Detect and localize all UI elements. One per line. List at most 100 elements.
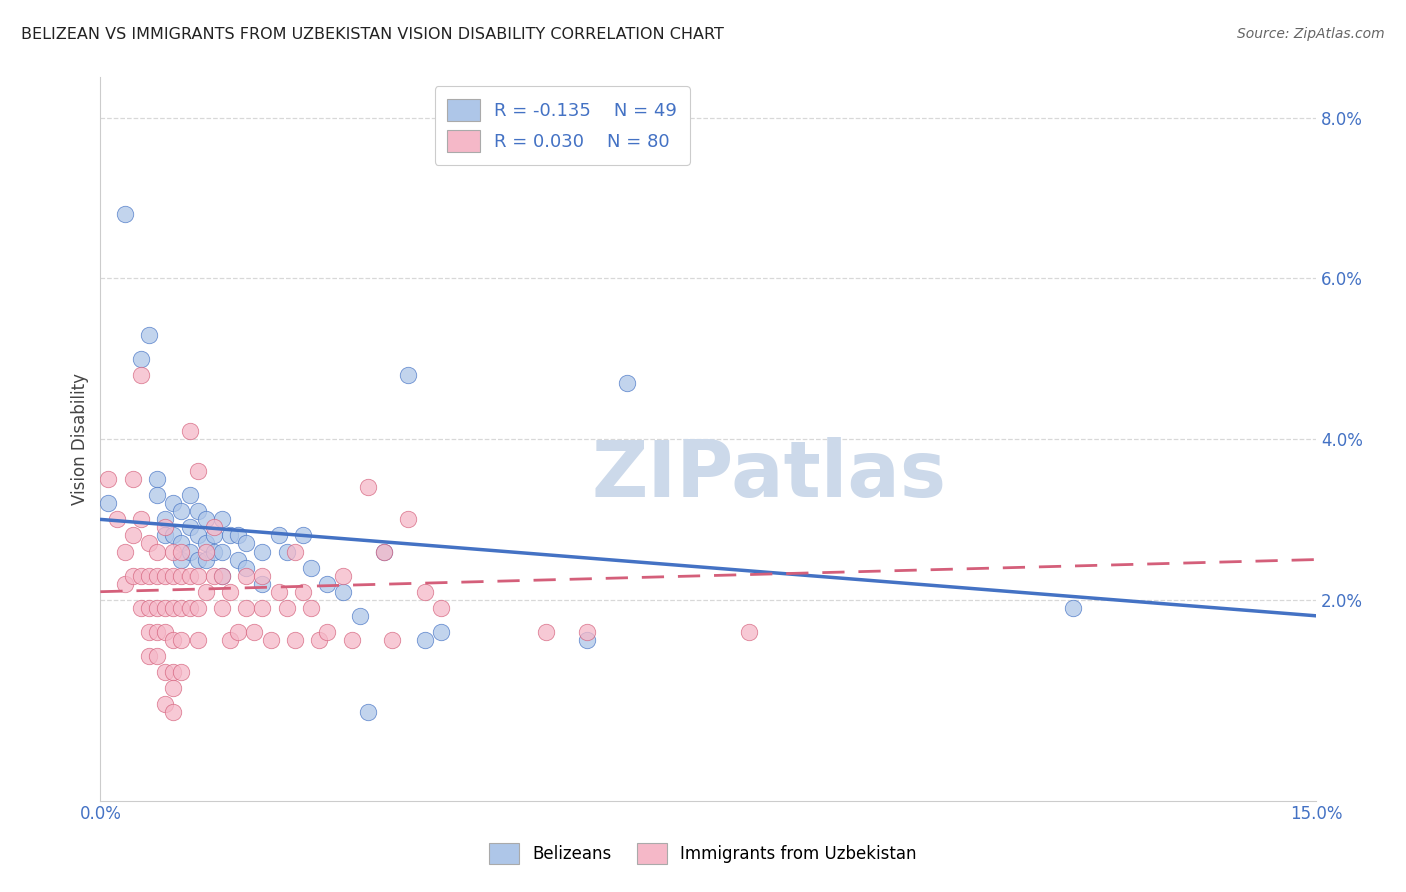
Point <box>105 512 128 526</box>
Y-axis label: Vision Disability: Vision Disability <box>72 373 89 505</box>
Point <box>187 504 209 518</box>
Point <box>357 705 380 719</box>
Point <box>162 681 184 695</box>
Point <box>146 648 169 663</box>
Point <box>235 560 257 574</box>
Point <box>219 632 242 647</box>
Text: ZIPatlas: ZIPatlas <box>592 437 946 513</box>
Point <box>349 608 371 623</box>
Point <box>211 600 233 615</box>
Point <box>121 528 143 542</box>
Point <box>146 544 169 558</box>
Point <box>373 544 395 558</box>
Point <box>202 568 225 582</box>
Point <box>187 600 209 615</box>
Point <box>340 632 363 647</box>
Point <box>534 624 557 639</box>
Point <box>291 584 314 599</box>
Point <box>332 584 354 599</box>
Point <box>194 584 217 599</box>
Point <box>179 488 201 502</box>
Point <box>219 584 242 599</box>
Point <box>114 576 136 591</box>
Point <box>291 528 314 542</box>
Point <box>153 624 176 639</box>
Point <box>170 544 193 558</box>
Point <box>284 632 307 647</box>
Point <box>121 472 143 486</box>
Point <box>243 624 266 639</box>
Point <box>153 512 176 526</box>
Point <box>226 528 249 542</box>
Point <box>235 568 257 582</box>
Point <box>129 368 152 382</box>
Point <box>211 544 233 558</box>
Point <box>332 568 354 582</box>
Point <box>162 528 184 542</box>
Point <box>575 624 598 639</box>
Point <box>316 576 339 591</box>
Point <box>129 600 152 615</box>
Point <box>153 528 176 542</box>
Point <box>162 665 184 679</box>
Point <box>146 624 169 639</box>
Point <box>219 528 242 542</box>
Point <box>738 624 761 639</box>
Point <box>129 351 152 366</box>
Point <box>357 480 380 494</box>
Point <box>252 576 274 591</box>
Point <box>162 705 184 719</box>
Point <box>179 424 201 438</box>
Point <box>429 624 451 639</box>
Point <box>162 600 184 615</box>
Point <box>129 568 152 582</box>
Point <box>202 544 225 558</box>
Point <box>170 536 193 550</box>
Point <box>179 544 201 558</box>
Point <box>187 464 209 478</box>
Point <box>373 544 395 558</box>
Point <box>252 568 274 582</box>
Point <box>138 624 160 639</box>
Point <box>194 512 217 526</box>
Point <box>235 600 257 615</box>
Point <box>413 632 436 647</box>
Point <box>299 600 322 615</box>
Point <box>153 697 176 711</box>
Point <box>267 528 290 542</box>
Point <box>170 600 193 615</box>
Point <box>308 632 330 647</box>
Point <box>575 632 598 647</box>
Point <box>179 600 201 615</box>
Point <box>162 496 184 510</box>
Point <box>179 568 201 582</box>
Point <box>616 376 638 390</box>
Point <box>146 472 169 486</box>
Point <box>121 568 143 582</box>
Point <box>170 504 193 518</box>
Text: Source: ZipAtlas.com: Source: ZipAtlas.com <box>1237 27 1385 41</box>
Point <box>276 544 298 558</box>
Point <box>211 568 233 582</box>
Point <box>226 552 249 566</box>
Point <box>153 665 176 679</box>
Point <box>226 624 249 639</box>
Point <box>187 632 209 647</box>
Point <box>170 665 193 679</box>
Point <box>187 552 209 566</box>
Point <box>1062 600 1084 615</box>
Point <box>146 568 169 582</box>
Point <box>146 488 169 502</box>
Point <box>170 552 193 566</box>
Point <box>202 520 225 534</box>
Point <box>187 568 209 582</box>
Point <box>284 544 307 558</box>
Point <box>153 568 176 582</box>
Point <box>129 512 152 526</box>
Point <box>179 520 201 534</box>
Point <box>138 327 160 342</box>
Point <box>138 648 160 663</box>
Point <box>202 528 225 542</box>
Point <box>162 544 184 558</box>
Point <box>194 552 217 566</box>
